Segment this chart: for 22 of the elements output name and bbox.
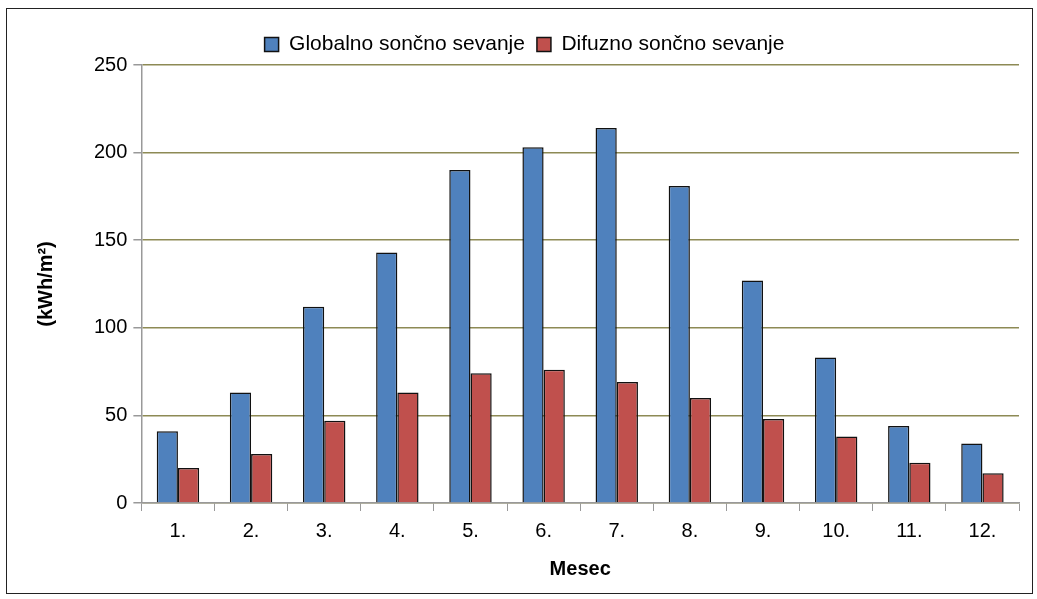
y-tick-label: 0 xyxy=(116,490,128,513)
x-tick-label: 12. xyxy=(968,518,997,541)
y-tick-label: 150 xyxy=(93,227,128,250)
x-tick-label: 10. xyxy=(822,518,851,541)
y-tick-label: 250 xyxy=(93,52,128,75)
y-tick-label: 200 xyxy=(93,140,128,163)
x-tick-label: 3. xyxy=(315,518,333,541)
legend-label: Difuzno sončno sevanje xyxy=(561,31,785,55)
x-tick-label: 9. xyxy=(754,518,772,541)
legend-label: Globalno sončno sevanje xyxy=(289,31,525,55)
y-axis-title: (kWh/m²) xyxy=(33,241,56,327)
y-tick-label: 100 xyxy=(93,315,128,338)
x-tick-label: 7. xyxy=(608,518,626,541)
x-tick-label: 6. xyxy=(535,518,552,541)
x-tick-label: 8. xyxy=(681,518,699,541)
x-tick-label: 11. xyxy=(896,518,923,541)
x-tick-label: 4. xyxy=(389,518,406,541)
x-tick-label: 5. xyxy=(462,518,479,541)
x-axis-title: Mesec xyxy=(549,556,611,579)
y-tick-label: 50 xyxy=(105,402,128,425)
x-tick-label: 1. xyxy=(169,518,187,541)
x-tick-label: 2. xyxy=(242,518,260,541)
